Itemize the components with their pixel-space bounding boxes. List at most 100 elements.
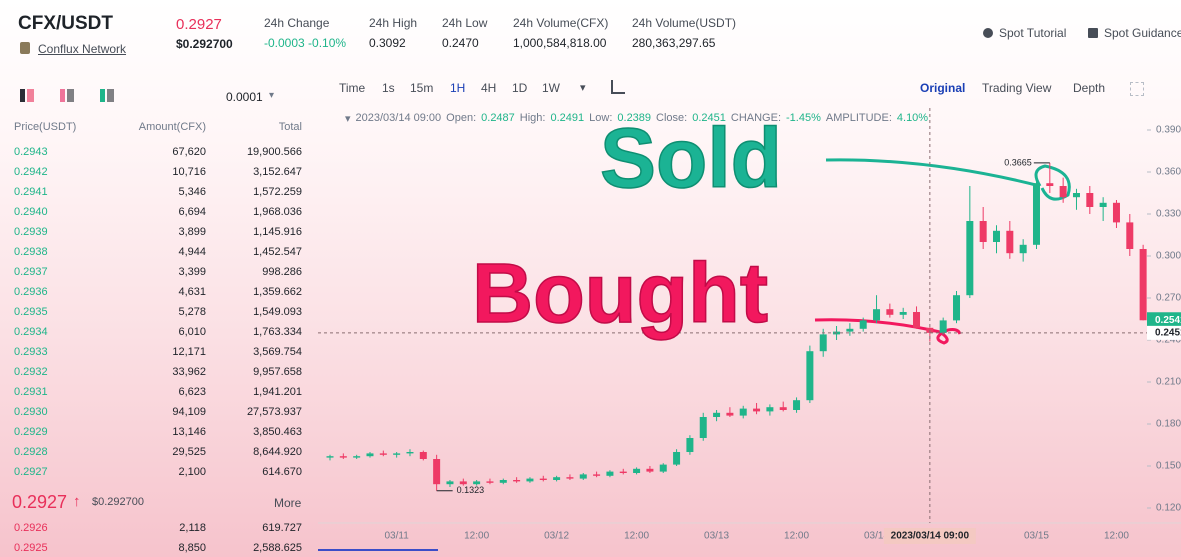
candle-body — [979, 221, 987, 242]
last-price: 0.2927 — [12, 492, 68, 512]
candle-body — [1072, 193, 1080, 198]
book-total: 1,941.201 — [253, 386, 302, 398]
link[interactable]: Spot Guidance — [1104, 26, 1181, 40]
book-view-icon[interactable] — [27, 89, 34, 102]
candle-body — [473, 481, 481, 485]
precision[interactable]: 0.0001 — [226, 90, 263, 104]
interval[interactable]: 1s — [382, 81, 395, 95]
book-price: 0.2943 — [14, 146, 48, 158]
book-total: 614.670 — [262, 466, 302, 478]
interval-more[interactable]: ▾ — [580, 82, 586, 94]
candle-body — [579, 474, 587, 479]
book-amount: 94,109 — [172, 406, 206, 418]
book-price: 0.2942 — [14, 166, 48, 178]
bought-annotation: Bought — [472, 246, 768, 340]
last-price-usd: $0.292700 — [92, 496, 144, 508]
candle-body — [833, 331, 841, 335]
network-icon — [20, 42, 30, 54]
candle-body — [846, 328, 854, 332]
x-tick-label: 03/14 — [864, 531, 889, 542]
candle-body — [553, 477, 561, 480]
book-price: 0.2934 — [14, 326, 48, 338]
candle-body — [899, 312, 907, 315]
candle-body — [659, 464, 667, 472]
crosshair-time: 2023/03/14 09:00 — [891, 531, 970, 542]
book-amount: 5,346 — [178, 186, 206, 198]
precision-arrow[interactable]: ▾ — [269, 90, 275, 101]
book-amount: 3,899 — [178, 226, 206, 238]
book-total: 619.727 — [262, 522, 302, 534]
book-col: Amount(CFX) — [138, 121, 206, 133]
interval[interactable]: 4H — [481, 81, 497, 95]
info-label: Low: — [589, 112, 613, 124]
candle-body — [886, 309, 894, 315]
candle-info: ▾ 2023/03/14 09:00 Open: 0.2487 High: 0.24… — [345, 112, 928, 125]
candle-body — [859, 320, 867, 329]
book-price: 0.2927 — [14, 466, 48, 478]
x-tick-label: 03/11 — [385, 531, 410, 542]
more[interactable]: More — [274, 496, 302, 510]
link[interactable]: Spot Tutorial — [999, 26, 1067, 40]
candle-body — [673, 452, 681, 465]
candle-body — [459, 481, 467, 485]
interval[interactable]: 1D — [512, 81, 528, 95]
pair: CFX/USDT — [18, 13, 113, 34]
candle-body — [966, 221, 974, 296]
book-view-icon[interactable] — [60, 89, 65, 102]
x-tick-label: 03/12 — [544, 531, 569, 542]
candle-body — [353, 456, 361, 458]
candle-body — [1006, 230, 1014, 254]
candle-body — [619, 471, 627, 473]
book-amount: 4,944 — [178, 246, 206, 258]
candle-body — [686, 438, 694, 452]
x-tick-label: 12:00 — [784, 531, 809, 542]
last-price-box — [1147, 312, 1181, 328]
candle-body — [633, 468, 641, 473]
book-amount: 67,620 — [172, 146, 206, 158]
view-tab[interactable]: Depth — [1073, 81, 1106, 95]
book-amount: 33,962 — [172, 366, 206, 378]
candle-body — [606, 471, 614, 476]
info-value: 0.2451 — [692, 112, 726, 124]
book-amount: 3,399 — [178, 266, 206, 278]
book-amount: 5,278 — [178, 306, 206, 318]
book-view-icon[interactable] — [20, 89, 25, 102]
book-amount: 13,146 — [172, 426, 206, 438]
book-col: Price(USDT) — [14, 121, 77, 133]
candle-body — [646, 468, 654, 472]
candle-body — [486, 481, 494, 483]
interval[interactable]: 1H — [450, 81, 466, 95]
stat-value: -0.0003 -0.10% — [264, 36, 347, 50]
candle-body — [1019, 244, 1027, 254]
candle-body — [393, 453, 401, 455]
book-view-icon[interactable] — [100, 89, 105, 102]
interval[interactable]: 15m — [410, 81, 434, 95]
info-label: High: — [519, 112, 546, 124]
book-total: 1,145.916 — [253, 226, 302, 238]
book-total: 3,152.647 — [253, 166, 302, 178]
view-tab[interactable]: Original — [920, 81, 966, 95]
candle-body — [1112, 202, 1120, 223]
chart-type-icon[interactable] — [611, 80, 625, 94]
book-amount: 12,171 — [172, 346, 206, 358]
network-link[interactable]: Conflux Network — [38, 42, 127, 56]
interval[interactable]: Time — [339, 81, 366, 95]
book-price: 0.2935 — [14, 306, 48, 318]
book-col: Total — [278, 121, 302, 133]
view-tab[interactable]: Trading View — [982, 81, 1052, 95]
info-label: Open: — [446, 112, 477, 124]
book-view-icon[interactable] — [67, 89, 74, 102]
book-total: 998.286 — [262, 266, 302, 278]
book-view-icon[interactable] — [107, 89, 114, 102]
candle-body — [793, 400, 801, 410]
candle-body — [993, 230, 1000, 242]
interval[interactable]: 1W — [542, 81, 560, 95]
candle-body — [753, 408, 761, 412]
book-total: 1,452.547 — [253, 246, 302, 258]
expand-icon[interactable] — [1130, 82, 1144, 96]
